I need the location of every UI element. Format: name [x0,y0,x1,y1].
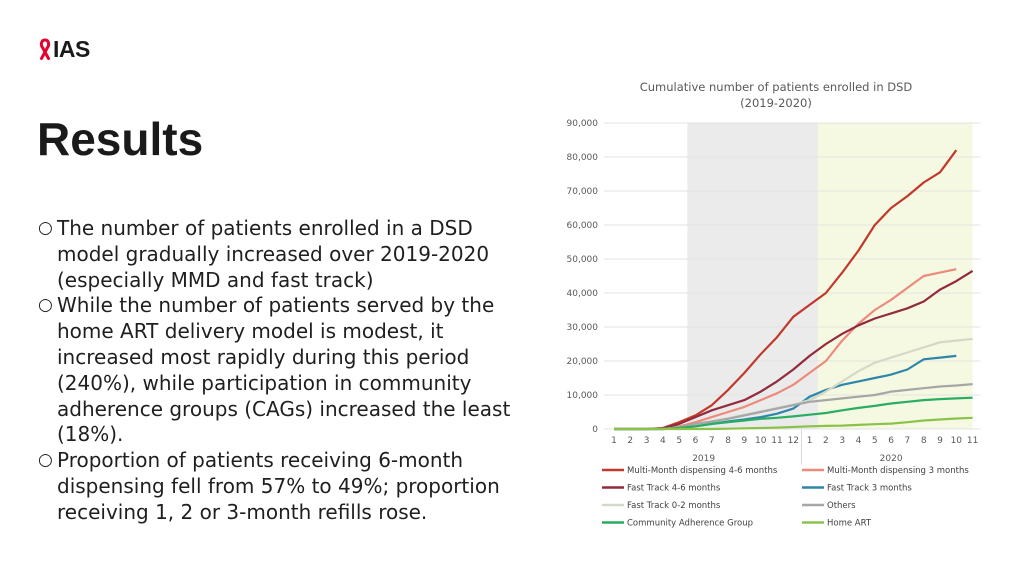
y-tick-label: 50,000 [567,255,599,265]
bullet-item: ○ While the number of patients served by … [38,293,538,448]
bullet-text: The number of patients enrolled in a DSD… [57,216,490,292]
chart-subtitle: (2019-2020) [740,96,812,110]
series-line [614,416,973,431]
bullet-item: ○ Proportion of patients receiving 6-mont… [38,448,538,525]
x-tick-label: 7 [905,436,911,446]
x-tick-label: 1 [807,436,813,446]
x-tick-label: 9 [742,436,748,446]
bullet-text: While the number of patients served by t… [57,293,511,447]
chart-title: Cumulative number of patients enrolled i… [640,80,913,94]
legend-label: Fast Track 4-6 months [627,484,721,494]
legend-label: Multi-Month dispensing 4-6 months [627,466,778,476]
x-tick-label: 11 [967,436,978,446]
legend-label: Fast Track 0-2 months [627,501,721,511]
year-label: 2020 [880,454,903,464]
legend-label: Multi-Month dispensing 3 months [827,466,969,476]
bullet-list: ○ The number of patients enrolled in a DS… [38,216,538,526]
x-tick-label: 10 [755,436,767,446]
bullet-marker: ○ [38,295,53,316]
legend-label: Others [827,501,856,511]
x-tick-label: 4 [660,436,666,446]
shaded-period [687,123,826,429]
legend-label: Fast Track 3 months [827,484,912,494]
x-tick-label: 8 [725,436,731,446]
series-line [614,269,974,431]
shaded-period [817,123,973,429]
x-tick-label: 2 [823,436,829,446]
y-tick-label: 0 [592,425,598,435]
x-tick-label: 10 [951,436,963,446]
page-title: Results [37,113,204,165]
y-tick-label: 80,000 [567,153,599,163]
x-tick-label: 6 [888,436,894,446]
y-tick-label: 10,000 [567,391,599,401]
x-tick-label: 6 [693,436,699,446]
x-tick-label: 3 [839,436,845,446]
x-tick-label: 1 [611,436,617,446]
line-chart: Cumulative number of patients enrolled i… [567,80,981,529]
year-label: 2019 [692,454,715,464]
bullet-item: ○ The number of patients enrolled in a DS… [38,216,538,293]
x-tick-label: 12 [788,436,799,446]
bullet-marker: ○ [38,450,53,471]
x-tick-label: 9 [937,436,943,446]
y-tick-label: 40,000 [567,289,599,299]
legend-label: Home ART [827,519,872,529]
x-tick-label: 8 [921,436,927,446]
bullet-text: Proportion of patients receiving 6-month… [57,448,500,524]
x-tick-label: 7 [709,436,715,446]
x-tick-label: 2 [627,436,633,446]
y-tick-label: 90,000 [567,119,599,129]
x-tick-label: 5 [872,436,878,446]
logo-text: IAS [53,36,90,62]
x-tick-label: 11 [771,436,782,446]
legend-label: Community Adherence Group [627,519,753,529]
red-ribbon-icon [39,38,51,60]
y-tick-label: 20,000 [567,357,599,367]
x-tick-label: 3 [644,436,650,446]
ias-logo: IAS [38,36,90,63]
bullet-marker: ○ [38,218,53,238]
y-tick-label: 60,000 [567,221,599,231]
y-tick-label: 30,000 [567,323,599,333]
y-tick-label: 70,000 [567,187,599,197]
x-tick-label: 4 [856,436,862,446]
x-tick-label: 5 [676,436,682,446]
